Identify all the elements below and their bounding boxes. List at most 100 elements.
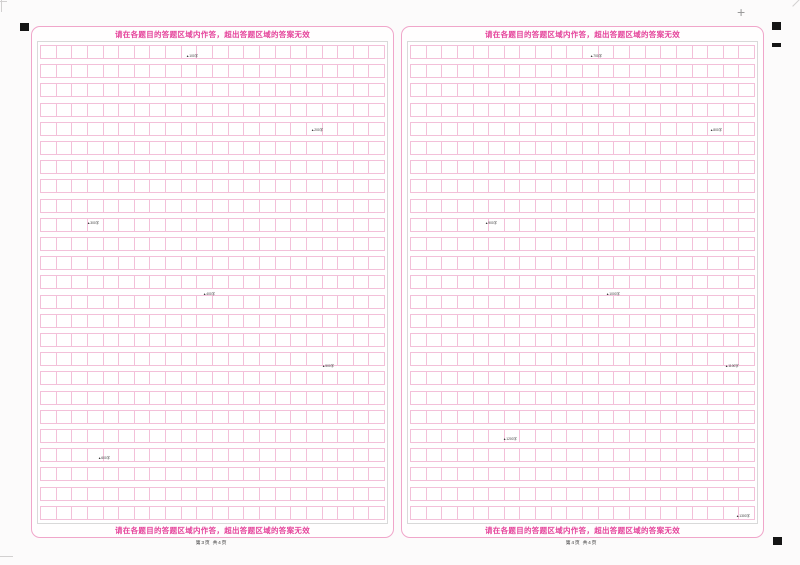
grid-cell xyxy=(119,64,135,79)
grid-cell xyxy=(166,448,182,463)
grid-cell xyxy=(739,448,756,463)
grid-cell xyxy=(489,409,505,424)
grid-cell xyxy=(228,45,245,59)
grid-cell xyxy=(306,217,323,232)
grid-cell xyxy=(87,83,104,98)
grid-cell xyxy=(723,352,740,367)
grid-cell xyxy=(244,179,260,194)
grid-row xyxy=(40,313,386,328)
grid-cell xyxy=(645,505,662,520)
grid-cell xyxy=(520,198,537,213)
grid-cell xyxy=(723,448,740,463)
grid-cell xyxy=(40,45,57,59)
grid-cell xyxy=(275,467,292,482)
grid-cell xyxy=(244,390,260,405)
grid-cell xyxy=(353,429,370,444)
grid-cell xyxy=(536,102,552,117)
grid-cell xyxy=(72,505,88,520)
grid-cell xyxy=(692,294,709,309)
grid-cell xyxy=(598,217,615,232)
grid-row xyxy=(410,121,756,136)
grid-cell xyxy=(676,64,693,79)
grid-cell xyxy=(291,505,307,520)
grid-cell xyxy=(56,83,73,98)
grid-cell xyxy=(291,467,307,482)
grid-cell xyxy=(645,313,662,328)
grid-cell xyxy=(56,64,73,79)
grid-cell xyxy=(338,371,354,386)
grid-cell xyxy=(291,121,307,136)
grid-cell xyxy=(489,486,505,501)
grid-row xyxy=(40,448,386,463)
grid-cell xyxy=(259,256,276,271)
answer-area-notice-top: 请在各题目的答题区域内作答，超出答题区域的答案无效 xyxy=(485,30,680,39)
grid-cell xyxy=(708,448,724,463)
grid-cell xyxy=(708,102,724,117)
grid-cell xyxy=(504,505,521,520)
grid-cell xyxy=(87,237,104,252)
grid-cell xyxy=(614,45,630,59)
grid-cell xyxy=(567,333,584,348)
grid-cell xyxy=(598,352,615,367)
grid-cell xyxy=(708,121,724,136)
grid-cell xyxy=(410,45,427,59)
grid-cell xyxy=(275,102,292,117)
grid-cell xyxy=(244,160,260,175)
grid-cell xyxy=(723,371,740,386)
grid-cell xyxy=(87,486,104,501)
grid-cell xyxy=(213,160,229,175)
grid-cell xyxy=(197,409,214,424)
grid-cell xyxy=(181,45,198,59)
grid-cell xyxy=(739,160,756,175)
grid-cell xyxy=(739,275,756,290)
grid-cell xyxy=(197,83,214,98)
grid-cell xyxy=(181,352,198,367)
grid-cell xyxy=(166,371,182,386)
grid-cell xyxy=(473,64,490,79)
grid-cell xyxy=(598,448,615,463)
grid-cell xyxy=(645,64,662,79)
grid-cell xyxy=(723,313,740,328)
grid-cell xyxy=(614,486,630,501)
grid-cell xyxy=(244,102,260,117)
grid-cell xyxy=(259,217,276,232)
grid-cell xyxy=(166,141,182,156)
grid-cell xyxy=(259,333,276,348)
grid-cell xyxy=(520,141,537,156)
grid-cell xyxy=(536,429,552,444)
grid-cell xyxy=(291,102,307,117)
grid-cell xyxy=(629,160,646,175)
grid-cell xyxy=(213,45,229,59)
grid-row xyxy=(40,160,386,175)
grid-cell xyxy=(244,141,260,156)
grid-cell xyxy=(708,256,724,271)
grid-cell xyxy=(708,371,724,386)
grid-cell xyxy=(353,390,370,405)
grid-cell xyxy=(306,429,323,444)
grid-cell xyxy=(442,121,458,136)
grid-cell xyxy=(338,390,354,405)
grid-cell xyxy=(275,486,292,501)
grid-cell xyxy=(181,83,198,98)
grid-row xyxy=(40,179,386,194)
grid-cell xyxy=(306,64,323,79)
grid-cell xyxy=(369,256,386,271)
grid-cell xyxy=(353,486,370,501)
grid-cell xyxy=(40,467,57,482)
grid-row xyxy=(410,333,756,348)
grid-cell xyxy=(150,429,167,444)
grid-cell xyxy=(56,467,73,482)
grid-row xyxy=(40,294,386,309)
grid-cell xyxy=(520,390,537,405)
grid-cell xyxy=(504,83,521,98)
grid-cell xyxy=(520,486,537,501)
grid-cell xyxy=(426,505,443,520)
grid-cell xyxy=(692,409,709,424)
grid-cell xyxy=(213,141,229,156)
grid-cell xyxy=(291,390,307,405)
grid-cell xyxy=(72,352,88,367)
grid-cell xyxy=(244,256,260,271)
grid-cell xyxy=(567,390,584,405)
grid-cell xyxy=(567,486,584,501)
grid-cell xyxy=(739,237,756,252)
